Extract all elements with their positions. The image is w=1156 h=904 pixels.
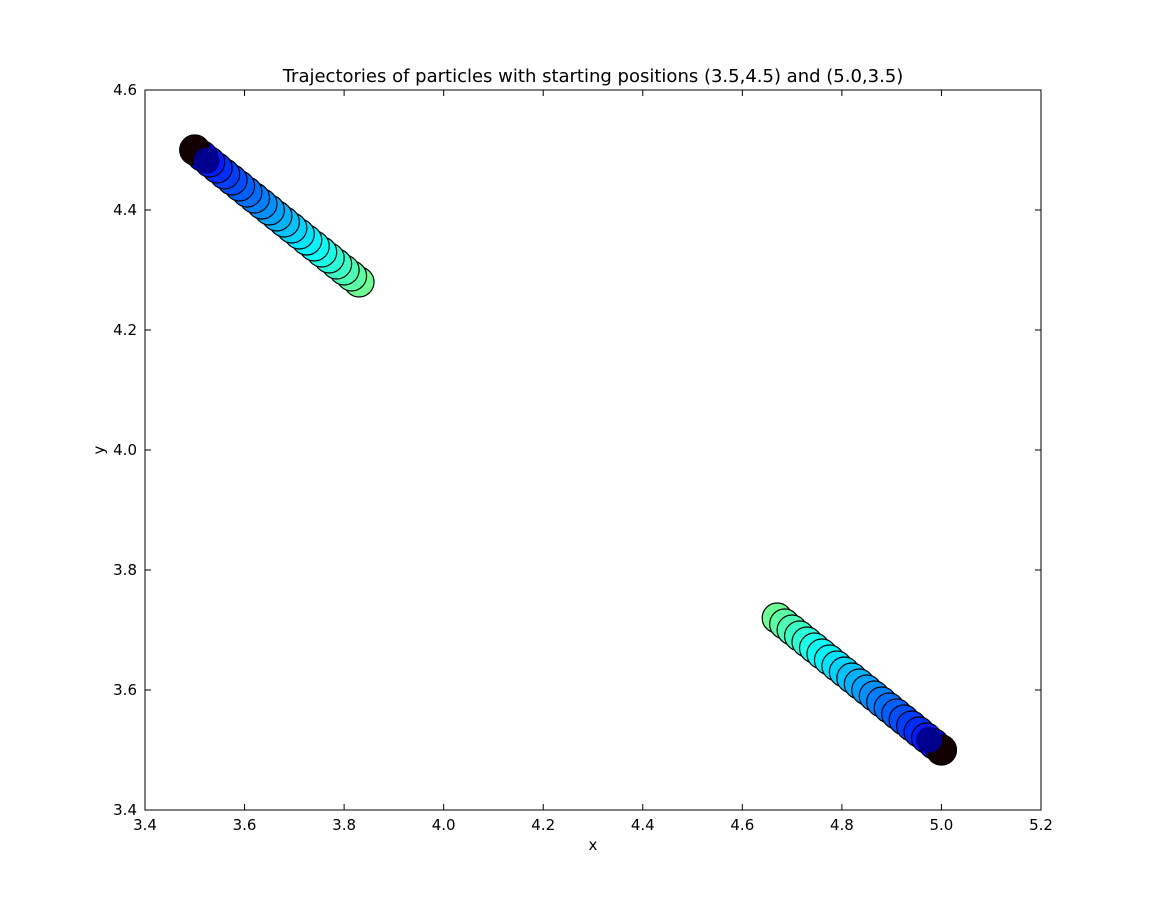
y-tick-label: 3.6	[113, 681, 137, 699]
x-tick-label: 4.0	[432, 816, 456, 834]
y-tick-label: 4.0	[113, 441, 137, 459]
y-tick-label: 4.2	[113, 321, 137, 339]
x-tick-label: 3.4	[133, 816, 157, 834]
points-layer	[179, 134, 958, 766]
y-tick-label: 3.4	[113, 801, 137, 819]
x-tick-label: 4.6	[730, 816, 754, 834]
highlight-point-1	[193, 147, 220, 174]
x-tick-label: 3.8	[332, 816, 356, 834]
y-axis-label: y	[90, 445, 108, 454]
x-axis-label: x	[589, 836, 598, 854]
y-tick-label: 4.6	[113, 81, 137, 99]
y-tick-label: 3.8	[113, 561, 137, 579]
x-tick-label: 5.2	[1029, 816, 1053, 834]
x-tick-label: 4.8	[830, 816, 854, 834]
x-tick-label: 3.6	[233, 816, 257, 834]
ticks-layer: 3.4 3.6 3.8 4.0 4.2 4.4 4.6 4.8 5.0 5.2 3.4 3.6 3.8 4…	[113, 81, 1053, 834]
y-tick-label: 4.4	[113, 201, 137, 219]
x-tick-label: 4.2	[531, 816, 555, 834]
chart-title: Trajectories of particles with starting …	[282, 66, 904, 87]
highlight-point-2	[916, 726, 942, 753]
x-tick-label: 5.0	[930, 816, 954, 834]
x-tick-label: 4.4	[631, 816, 655, 834]
